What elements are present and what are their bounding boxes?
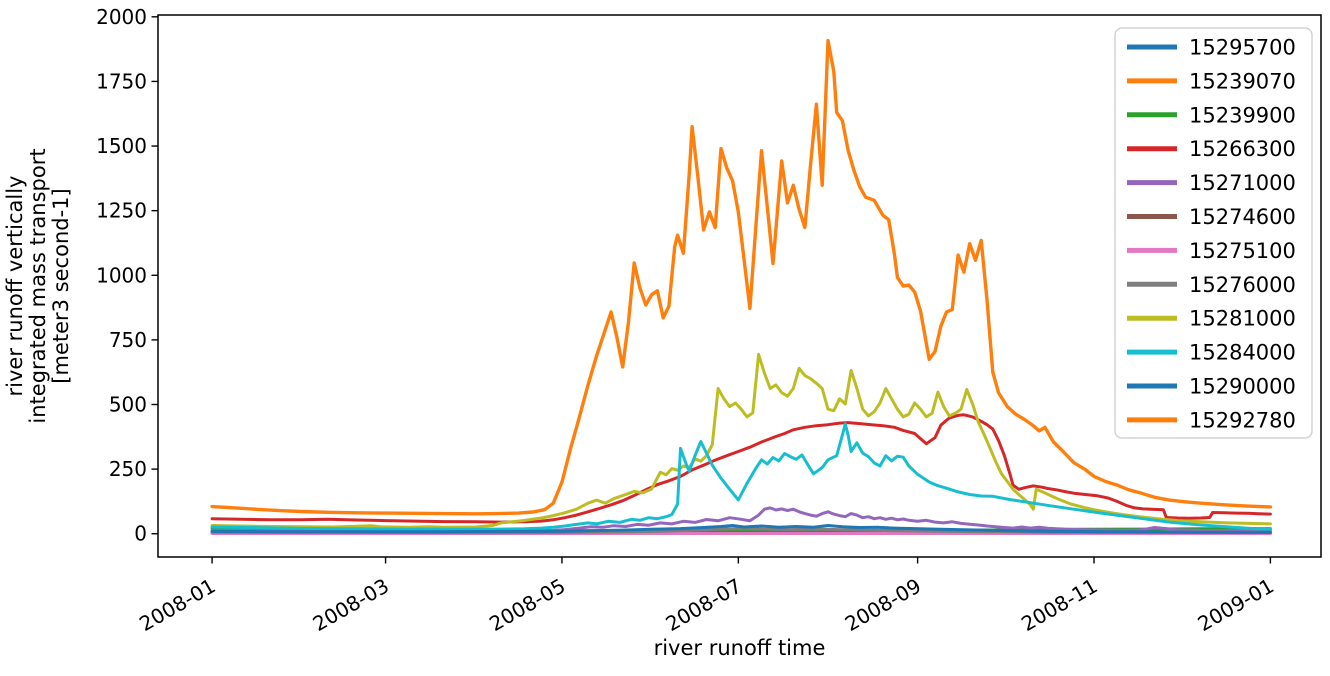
x-tick-label: 2008-09 [841,574,925,637]
legend-label-15274600: 15274600 [1189,205,1296,229]
legend-label-15290000: 15290000 [1189,375,1296,399]
y-tick-label: 2000 [96,5,147,29]
x-tick-label: 2008-11 [1017,574,1101,637]
legend-label-15281000: 15281000 [1189,307,1296,331]
legend-label-15295700: 15295700 [1189,36,1296,60]
legend-label-15239900: 15239900 [1189,103,1296,127]
axis-ticks: 0 250 500 750 1000 1250 1500 1750 2000 2008-01 200… [96,5,1278,636]
series-line-15266300 [212,415,1270,522]
legend-label-15275100: 15275100 [1189,239,1296,263]
x-axis-label: river runoff time [654,636,826,660]
x-tick-label: 2008-03 [309,574,393,637]
x-tick-label: 2009-01 [1194,574,1278,637]
x-tick-label: 2008-05 [485,574,569,637]
y-tick-label: 1250 [96,199,147,223]
legend-label-15284000: 15284000 [1189,341,1296,365]
legend: 15295700 15239070 15239900 15266300 15271000… [1115,28,1312,438]
plot-area [212,41,1270,534]
y-tick-label: 1000 [96,263,147,287]
y-axis-label-line: integrated mass transport [26,148,50,423]
series-line-15281000 [212,354,1270,527]
y-tick-label: 750 [109,328,147,352]
legend-label-15266300: 15266300 [1189,137,1296,161]
legend-label-15239070: 15239070 [1189,69,1296,93]
legend-label-15292780: 15292780 [1189,408,1296,432]
legend-label-15276000: 15276000 [1189,273,1296,297]
x-tick-label: 2008-07 [661,574,745,637]
y-tick-label: 500 [109,393,147,417]
y-tick-label: 250 [109,457,147,481]
y-tick-label: 1750 [96,69,147,93]
y-tick-label: 1500 [96,134,147,158]
y-tick-label: 0 [134,522,147,546]
x-tick-label: 2008-01 [135,574,219,637]
legend-label-15271000: 15271000 [1189,171,1296,195]
y-axis-label-line: [meter3 second-1] [49,188,73,383]
y-axis-label-line: river runoff vertically [3,176,27,397]
series-line-15292780 [212,41,1270,514]
